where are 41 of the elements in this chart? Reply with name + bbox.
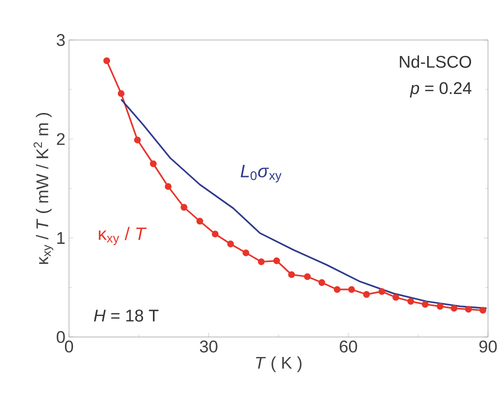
point (378, 288, 386, 295)
text: κ$_{xy}$ / T (98, 226, 147, 246)
series-label: L$_{0}$σ$_{xy}$ (240, 164, 282, 182)
point (334, 286, 341, 293)
point (348, 286, 355, 293)
point (258, 258, 265, 266)
point (118, 90, 125, 97)
point (103, 57, 110, 64)
point (465, 306, 472, 313)
x-axis-title: T ( K ) (256, 356, 302, 372)
annotation: p = 0.24 (410, 82, 472, 98)
point (392, 294, 400, 301)
point (479, 306, 486, 314)
point (212, 230, 219, 238)
point (242, 249, 250, 256)
annotation: H = 18 T (94, 310, 158, 322)
point (318, 279, 326, 286)
x-tick-label: 90 (479, 340, 497, 353)
annotation: Nd-LSCO (400, 55, 472, 68)
point (304, 273, 311, 280)
point (407, 298, 414, 305)
point (227, 240, 234, 248)
point (180, 204, 188, 211)
point (288, 271, 295, 278)
point (134, 136, 141, 144)
point (164, 183, 172, 190)
y-axis-title: κ$_{xy}$ / T ( mW / K$^{2}$ m ) (34, 113, 54, 264)
point (150, 160, 157, 168)
point (422, 300, 429, 308)
y-tick-label: 3 (56, 34, 65, 46)
point (196, 218, 204, 225)
y-tick-label: 1 (57, 232, 65, 244)
y-tick-label: 2 (56, 133, 65, 145)
point (450, 304, 458, 312)
x-tick-label: 60 (340, 340, 358, 353)
x-tick-label: 0 (64, 340, 74, 353)
point (273, 257, 280, 264)
x-tick-label: 30 (200, 340, 218, 353)
point (436, 302, 444, 310)
point (363, 291, 370, 298)
y-tick-label: 0 (56, 331, 65, 343)
